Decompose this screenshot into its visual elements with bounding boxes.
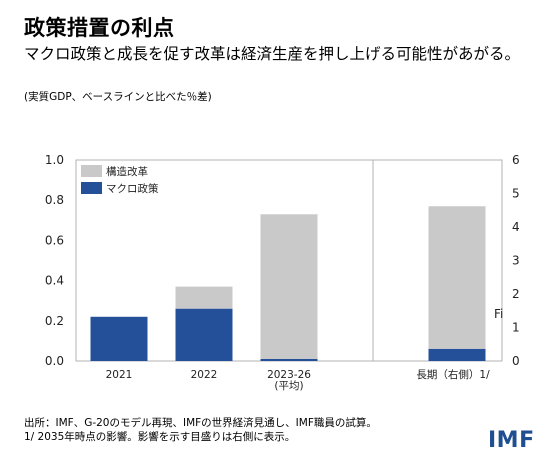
legend-label: 構造改革 [106, 165, 148, 178]
bar-macro-policy [175, 308, 233, 361]
source-line: 出所：IMF、G-20のモデル再現、IMFの世界経済見通し、IMF職員の試算。 [24, 417, 377, 429]
right-axis-tick-label: 3 [512, 254, 520, 268]
bar-macro-policy [260, 358, 318, 361]
chart-title: 政策措置の利点 [24, 16, 175, 40]
bar-structural-reform [260, 214, 318, 359]
bar-macro-policy [90, 316, 148, 361]
legend-swatch [81, 165, 102, 177]
right-axis-tick-label: 1 [512, 321, 520, 335]
source-note: 出所：IMF、G-20のモデル再現、IMFの世界経済見通し、IMF職員の試算。 … [24, 416, 377, 444]
bar-structural-reform [428, 206, 486, 349]
right-axis-tick-label: 4 [512, 220, 520, 234]
right-axis-tick-label: 2 [512, 287, 520, 301]
left-axis-tick-label: 0.2 [45, 314, 64, 328]
imf-logo: IMF [488, 428, 535, 453]
right-axis-tick-label: 6 [512, 153, 520, 167]
category-label: 2023-26 [267, 369, 311, 381]
chart-subtitle: マクロ政策と成長を促す改革は経済生産を押し上げる可能性があがる。 [24, 45, 521, 63]
right-axis-tick-label: 0 [512, 354, 520, 368]
category-label: (平均) [274, 380, 303, 392]
bar-structural-reform [175, 286, 233, 309]
right-axis-fragment-label: Fi [494, 307, 503, 321]
category-label: 2022 [191, 369, 218, 381]
right-axis-tick-label: 5 [512, 187, 520, 201]
category-label: 2021 [106, 369, 133, 381]
bar-macro-policy [428, 348, 486, 361]
left-axis-tick-label: 0.4 [45, 274, 64, 288]
category-label: 長期（右側）1/ [416, 368, 490, 381]
chart-unit-note: (実質GDP、ベースラインと比べた％差) [24, 91, 212, 103]
left-axis-tick-label: 0.8 [45, 193, 64, 207]
legend-swatch [81, 182, 102, 194]
left-axis-tick-label: 0.6 [45, 233, 64, 247]
legend-label: マクロ政策 [106, 182, 159, 195]
footnote-line: 1/ 2035年時点の影響。影響を示す目盛りは右側に表示。 [24, 431, 296, 443]
left-axis-tick-label: 1.0 [45, 153, 64, 167]
left-axis-tick-label: 0.0 [45, 354, 64, 368]
